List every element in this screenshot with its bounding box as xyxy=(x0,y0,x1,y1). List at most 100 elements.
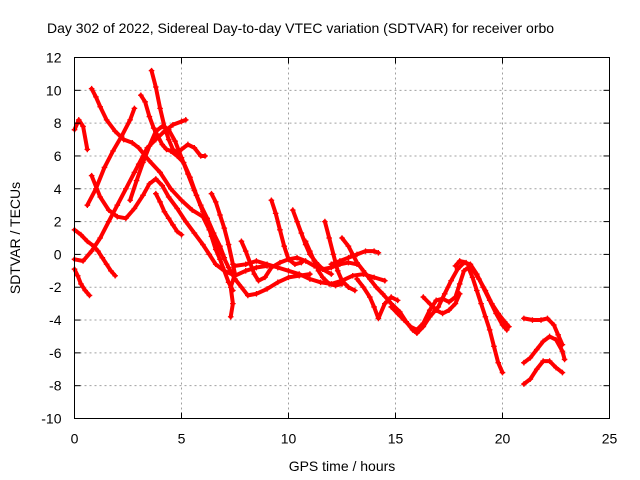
data-point xyxy=(191,144,198,151)
data-point xyxy=(285,268,292,274)
x-tick-label: 0 xyxy=(71,431,79,447)
data-point xyxy=(495,359,502,366)
y-tick-label: 8 xyxy=(54,115,62,131)
data-point xyxy=(174,205,181,212)
data-point xyxy=(315,268,322,274)
data-point xyxy=(407,323,414,330)
data-point xyxy=(182,117,189,123)
x-tick-label: 5 xyxy=(178,431,186,447)
data-point xyxy=(191,187,198,194)
data-point xyxy=(373,284,380,291)
data-point xyxy=(501,318,508,325)
data-point xyxy=(551,322,557,328)
data-point xyxy=(225,264,232,271)
data-point xyxy=(322,218,328,225)
data-point xyxy=(80,123,86,130)
series-trace xyxy=(521,334,567,365)
data-point xyxy=(420,320,427,327)
series-arc-21 xyxy=(354,276,401,322)
data-point xyxy=(319,274,326,281)
data-point xyxy=(200,241,206,248)
data-point xyxy=(97,194,103,200)
data-point xyxy=(133,177,140,184)
data-point xyxy=(146,181,153,187)
data-point xyxy=(296,271,302,277)
data-point xyxy=(253,290,260,297)
data-point xyxy=(379,290,386,297)
grid xyxy=(74,57,610,419)
data-point xyxy=(277,259,283,266)
data-point xyxy=(178,154,185,161)
data-point xyxy=(178,118,185,125)
data-point xyxy=(146,143,153,149)
data-point xyxy=(371,274,377,281)
data-point xyxy=(268,197,275,204)
y-tick-label: 2 xyxy=(54,214,62,230)
data-point xyxy=(446,299,452,305)
data-point xyxy=(161,208,168,215)
data-point xyxy=(546,358,553,364)
data-point xyxy=(294,254,300,261)
data-point xyxy=(495,310,502,317)
data-point xyxy=(189,207,195,213)
data-point xyxy=(191,230,198,236)
y-tick-label: 6 xyxy=(54,148,62,164)
data-point xyxy=(533,346,540,353)
data-point xyxy=(227,284,234,291)
x-tick-label: 10 xyxy=(281,431,297,447)
data-point xyxy=(478,300,484,307)
y-tick-label: -2 xyxy=(49,279,62,295)
data-point xyxy=(307,271,313,277)
data-point xyxy=(88,172,95,179)
data-point xyxy=(159,123,166,130)
data-point xyxy=(328,271,335,277)
data-point xyxy=(533,366,540,373)
y-axis: -10 -8 -6 -4 -2 0 2 4 6 8 10 12 xyxy=(41,50,610,427)
y-tick-label: 0 xyxy=(54,246,62,262)
data-point xyxy=(101,164,108,171)
data-point xyxy=(242,261,249,268)
data-point xyxy=(371,304,377,310)
data-point xyxy=(262,274,268,281)
data-point xyxy=(93,94,99,100)
data-point xyxy=(354,259,360,266)
data-point xyxy=(420,294,427,300)
data-point xyxy=(521,381,527,387)
data-point xyxy=(103,261,110,268)
data-point xyxy=(138,92,144,99)
data-point xyxy=(527,376,534,382)
data-point xyxy=(127,197,133,204)
data-point xyxy=(159,141,166,148)
data-point xyxy=(491,343,497,350)
data-point xyxy=(375,249,382,256)
data-point xyxy=(499,322,506,328)
series-trace xyxy=(355,277,400,321)
data-point xyxy=(311,258,317,264)
data-series xyxy=(71,67,568,387)
y-tick-label: -6 xyxy=(49,345,62,361)
data-point xyxy=(114,213,121,220)
data-point xyxy=(277,226,283,233)
series-arc-26 xyxy=(521,333,568,366)
data-point xyxy=(127,117,133,123)
data-point xyxy=(165,194,172,200)
data-point xyxy=(146,158,153,164)
data-point xyxy=(208,190,215,197)
data-point xyxy=(499,369,506,376)
data-point xyxy=(426,307,433,313)
data-point xyxy=(225,241,232,248)
data-point xyxy=(157,169,163,176)
data-point xyxy=(334,268,341,274)
data-point xyxy=(476,276,482,282)
chart-title: Day 302 of 2022, Sidereal Day-to-day VTE… xyxy=(47,20,554,36)
data-point xyxy=(469,274,476,281)
data-point xyxy=(448,277,454,284)
x-tick-label: 25 xyxy=(602,431,618,447)
data-point xyxy=(74,272,81,279)
data-point xyxy=(97,103,103,110)
data-point xyxy=(285,274,292,281)
data-point xyxy=(452,300,459,307)
data-point xyxy=(247,259,253,266)
series-arc-23 xyxy=(420,290,463,317)
data-point xyxy=(157,199,163,205)
